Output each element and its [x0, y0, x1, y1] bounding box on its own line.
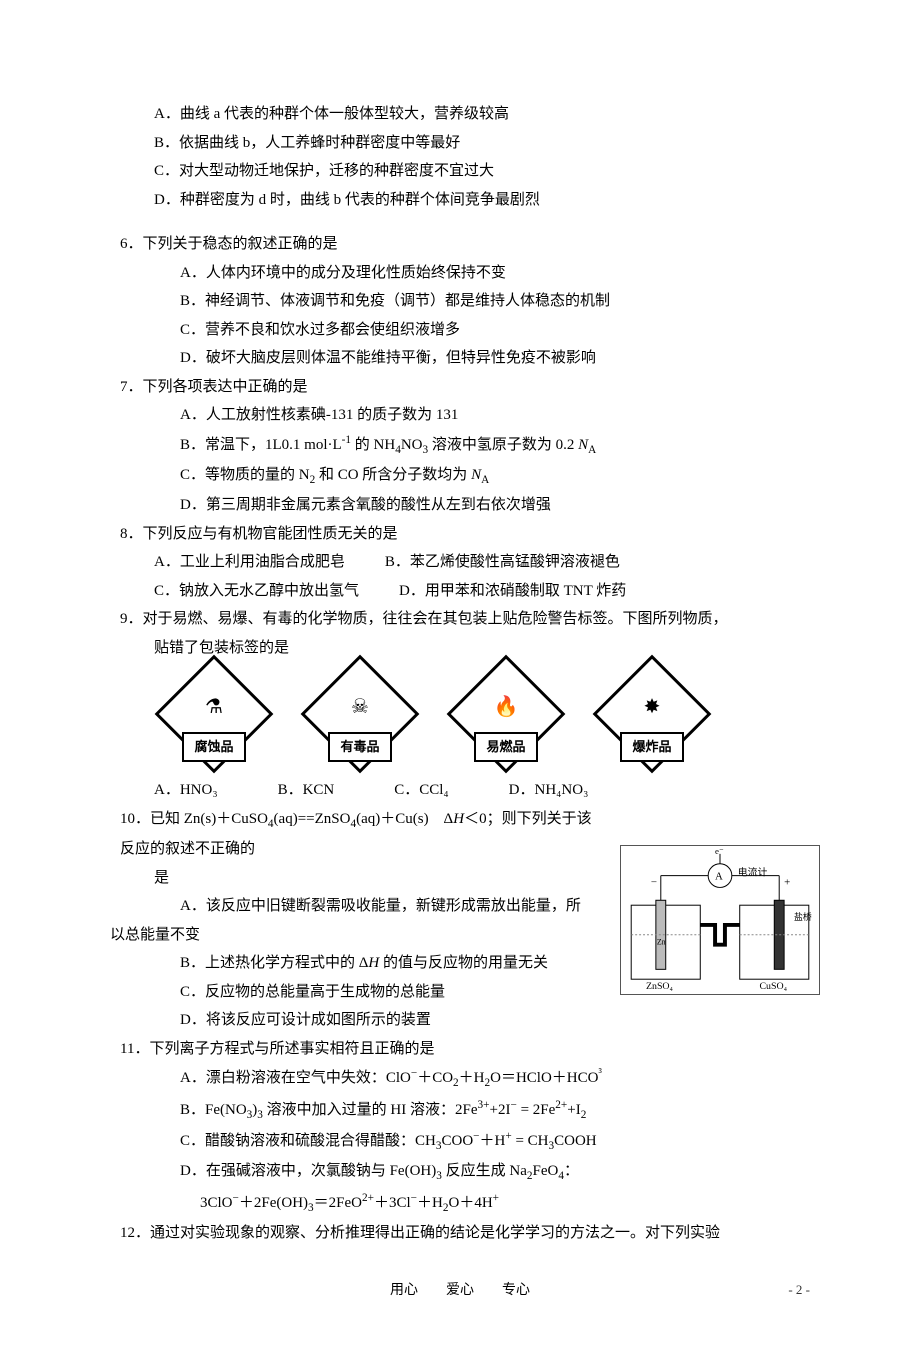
q10-opt-d: D．将该反应可设计成如图所示的装置: [110, 1006, 810, 1035]
q7-opt-d: D．第三周期非金属元素含氧酸的酸性从左到右依次增强: [110, 491, 810, 520]
q6-opt-a: A．人体内环境中的成分及理化性质始终保持不变: [110, 259, 810, 288]
q9-stem: 9．对于易燃、易爆、有毒的化学物质，往往会在其包装上贴危险警告标签。下图所列物质…: [110, 605, 810, 634]
svg-text:ZnSO₄: ZnSO₄: [646, 981, 674, 992]
q11-opt-a: A．漂白粉溶液在空气中失效：ClO−＋CO2＋H2O＝HClO＋HCO³: [110, 1063, 810, 1094]
q9-opt-c: C．CCl₄: [394, 776, 448, 805]
svg-text:电流计: 电流计: [738, 865, 768, 878]
q11-stem: 11．下列离子方程式与所述事实相符且正确的是: [110, 1035, 810, 1064]
q11-opt-c: C．醋酸钠溶液和硫酸混合得醋酸：CH3COO−＋H+ = CH3COOH: [110, 1126, 810, 1157]
q7-opt-b: B．常温下，1L0.1 mol·L-1 的 NH4NO3 溶液中氢原子数为 0.…: [110, 430, 810, 461]
footer-text: 用心 爱心 专心: [390, 1283, 530, 1298]
q5-opt-d: D．种群密度为 d 时，曲线 b 代表的种群个体间竞争最剧烈: [110, 186, 810, 215]
hazard-label-c: 易燃品: [474, 732, 537, 763]
svg-text:CuSO₄: CuSO₄: [759, 981, 787, 992]
hazard-label-a: 腐蚀品: [182, 732, 245, 763]
corrosive-icon: ⚗: [205, 688, 223, 726]
svg-text:−: −: [651, 876, 657, 888]
hazard-label-d: 爆炸品: [620, 732, 683, 763]
hazard-c: 🔥 易燃品: [446, 670, 566, 760]
q7-stem: 7．下列各项表达中正确的是: [110, 373, 810, 402]
footer-page: - 2 -: [788, 1278, 810, 1303]
q9-opt-b: B．KCN: [278, 776, 335, 805]
q5-opt-b: B．依据曲线 b，人工养蜂时种群密度中等最好: [110, 129, 810, 158]
q8-opt-d: D．用甲苯和浓硝酸制取 TNT 炸药: [399, 577, 626, 606]
q6-opt-d: D．破坏大脑皮层则体温不能维持平衡，但特异性免疫不被影响: [110, 344, 810, 373]
electrochemical-cell-diagram: e⁻ A 电流计 − + Zn 盐桥 ZnSO₄ CuSO₄: [620, 845, 820, 995]
q10-wrap: 10．已知 Zn(s)＋CuSO4(aq)==ZnSO4(aq)＋Cu(s) Δ…: [110, 805, 810, 1035]
q11-opt-d-eq: 3ClO−＋2Fe(OH)3＝2FeO2+＋3Cl−＋H2O＋4H+: [110, 1188, 810, 1219]
svg-text:+: +: [784, 876, 790, 888]
page-footer: 用心 爱心 专心 - 2 -: [110, 1278, 810, 1305]
flammable-icon: 🔥: [494, 688, 519, 726]
svg-text:e⁻: e⁻: [715, 846, 724, 856]
svg-text:盐桥: 盐桥: [794, 911, 812, 922]
q9-opts: A．HNO₃ B．KCN C．CCl₄ D．NH₄NO₃: [110, 776, 810, 805]
hazard-b: ☠ 有毒品: [300, 670, 420, 760]
q6-opt-b: B．神经调节、体液调节和免疫（调节）都是维持人体稳态的机制: [110, 287, 810, 316]
q8-stem: 8．下列反应与有机物官能团性质无关的是: [110, 520, 810, 549]
q5-opt-a: A．曲线 a 代表的种群个体一般体型较大，营养级较高: [110, 100, 810, 129]
explosive-icon: ✸: [644, 688, 661, 726]
q7-opt-c: C．等物质的量的 N2 和 CO 所含分子数均为 NA: [110, 461, 810, 491]
q12-stem: 12．通过对实验现象的观察、分析推理得出正确的结论是化学学习的方法之一。对下列实…: [110, 1219, 810, 1248]
svg-text:Zn: Zn: [657, 937, 666, 946]
q9-opt-d: D．NH₄NO₃: [509, 776, 589, 805]
hazard-label-b: 有毒品: [328, 732, 391, 763]
q6-opt-c: C．营养不良和饮水过多都会使组织液增多: [110, 316, 810, 345]
q9-opt-a: A．HNO₃: [154, 776, 218, 805]
hazard-row: ⚗ 腐蚀品 ☠ 有毒品 🔥 易燃品 ✸ 爆炸品: [110, 670, 810, 760]
q6-stem: 6．下列关于稳态的叙述正确的是: [110, 230, 810, 259]
q8-opt-c: C．钠放入无水乙醇中放出氢气: [154, 577, 359, 606]
q7-opt-a: A．人工放射性核素碘-131 的质子数为 131: [110, 401, 810, 430]
toxic-icon: ☠: [351, 688, 369, 726]
q8-opt-a: A．工业上利用油脂合成肥皂: [154, 548, 345, 577]
q8-opt-b: B．苯乙烯使酸性高锰酸钾溶液褪色: [385, 548, 620, 577]
hazard-a: ⚗ 腐蚀品: [154, 670, 274, 760]
svg-text:A: A: [715, 870, 723, 882]
hazard-d: ✸ 爆炸品: [592, 670, 712, 760]
q11-opt-b: B．Fe(NO3)3 溶液中加入过量的 HI 溶液：2Fe3++2I− = 2F…: [110, 1095, 810, 1126]
q5-opt-c: C．对大型动物迁地保护，迁移的种群密度不宜过大: [110, 157, 810, 186]
q11-opt-d: D．在强碱溶液中，次氯酸钠与 Fe(OH)3 反应生成 Na2FeO4：: [110, 1157, 810, 1187]
